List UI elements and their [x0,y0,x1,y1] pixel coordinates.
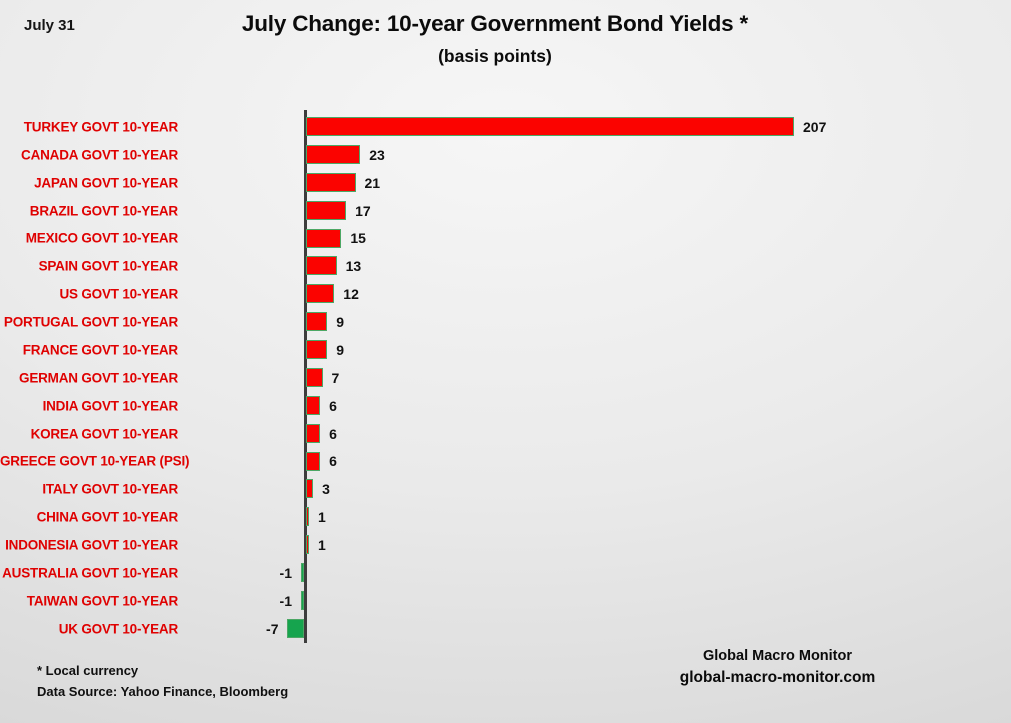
category-label: US GOVT 10-YEAR [59,286,178,302]
value-label: 15 [350,230,366,247]
chart-row: ITALY GOVT 10-YEAR 3 [0,475,1011,503]
value-label: 1 [318,509,326,526]
bar-positive [306,256,337,276]
bar-positive [306,535,309,555]
value-label: 7 [331,369,340,386]
bar-positive [306,117,794,136]
bar-positive [306,340,328,359]
category-label: INDIA GOVT 10-YEAR [42,398,179,414]
chart-row: UK GOVT 10-YEAR -7 [0,615,1011,643]
value-label: -1 [279,592,292,609]
value-label: 9 [336,341,344,358]
chart-row: FRANCE GOVT 10-YEAR 9 [0,336,1011,364]
chart-row: US GOVT 10-YEAR 12 [0,280,1011,308]
bar-positive [306,451,321,471]
chart-rows: TURKEY GOVT 10-YEAR 207 CANADA GOVT 10-YEA… [0,113,1011,643]
bar-positive [306,228,342,248]
chart-row: INDONESIA GOVT 10-YEAR 1 [0,531,1011,559]
value-label: 17 [355,202,371,219]
bar-positive [306,507,309,527]
category-label: INDONESIA GOVT 10-YEAR [5,537,178,553]
brand-block: Global Macro Monitor global-macro-monito… [650,648,905,687]
bar-positive [306,479,314,499]
chart-row: GREECE GOVT 10-YEAR (PSI) 6 [0,448,1011,476]
value-label: 12 [343,286,359,303]
chart-row: SPAIN GOVT 10-YEAR 13 [0,252,1011,280]
value-label: 23 [369,146,385,163]
value-label: 13 [345,258,362,275]
chart-row: KOREA GOVT 10-YEAR 6 [0,420,1011,448]
chart-title: July Change: 10-year Government Bond Yie… [241,11,749,36]
bar-positive [306,423,321,443]
category-label: PORTUGAL GOVT 10-YEAR [3,314,178,330]
chart-row: CANADA GOVT 10-YEAR 23 [0,141,1011,169]
bar-positive [306,284,335,304]
category-label: BRAZIL GOVT 10-YEAR [29,203,178,219]
category-label: GREECE GOVT 10-YEAR (PSI) [0,453,190,469]
brand-url: global-macro-monitor.com [679,669,876,686]
category-label: UK GOVT 10-YEAR [58,621,178,637]
bar-positive [306,144,361,164]
value-label: 207 [803,118,827,135]
category-label: CHINA GOVT 10-YEAR [36,509,179,525]
value-label: 9 [336,314,344,331]
category-label: SPAIN GOVT 10-YEAR [38,258,179,274]
value-label: 3 [322,481,330,498]
footnote-data-source: Data Source: Yahoo Finance, Bloomberg [37,684,289,699]
chart-row: PORTUGAL GOVT 10-YEAR 9 [0,308,1011,336]
category-label: JAPAN GOVT 10-YEAR [34,175,178,191]
brand-name: Global Macro Monitor [702,648,853,664]
value-label: -1 [279,564,292,581]
bar-negative [301,563,304,582]
chart-row: CHINA GOVT 10-YEAR 1 [0,503,1011,531]
chart-row: MEXICO GOVT 10-YEAR 15 [0,225,1011,253]
category-label: CANADA GOVT 10-YEAR [21,147,178,163]
value-label: 6 [329,397,337,414]
date-label: July 31 [24,17,75,34]
value-label: -7 [266,620,279,637]
category-label: ITALY GOVT 10-YEAR [42,481,178,497]
category-label: TAIWAN GOVT 10-YEAR [26,593,178,609]
axis-line [304,110,307,643]
bar-positive [306,200,347,220]
chart-row: BRAZIL GOVT 10-YEAR 17 [0,197,1011,225]
chart-row: GERMAN GOVT 10-YEAR 7 [0,364,1011,392]
value-label: 6 [329,453,337,470]
bar-positive [306,367,323,387]
category-label: TURKEY GOVT 10-YEAR [23,119,178,135]
value-label: 6 [329,425,337,442]
bar-positive [306,395,321,415]
category-label: GERMAN GOVT 10-YEAR [19,370,178,386]
bar-positive [306,312,328,332]
bar-positive [306,172,356,192]
category-label: MEXICO GOVT 10-YEAR [25,230,178,246]
bar-negative [301,590,304,610]
chart-subtitle: (basis points) [438,46,552,66]
chart-row: JAPAN GOVT 10-YEAR 21 [0,169,1011,197]
category-label: FRANCE GOVT 10-YEAR [22,342,178,358]
value-label: 21 [364,174,381,191]
chart-row: AUSTRALIA GOVT 10-YEAR -1 [0,559,1011,587]
bar-negative [287,618,304,638]
footnote-local-currency: * Local currency [37,663,139,678]
chart-row: TURKEY GOVT 10-YEAR 207 [0,113,1011,141]
category-label: KOREA GOVT 10-YEAR [30,426,179,442]
value-label: 1 [318,537,326,554]
category-label: AUSTRALIA GOVT 10-YEAR [2,565,178,581]
chart-row: INDIA GOVT 10-YEAR 6 [0,392,1011,420]
chart-row: TAIWAN GOVT 10-YEAR -1 [0,587,1011,615]
